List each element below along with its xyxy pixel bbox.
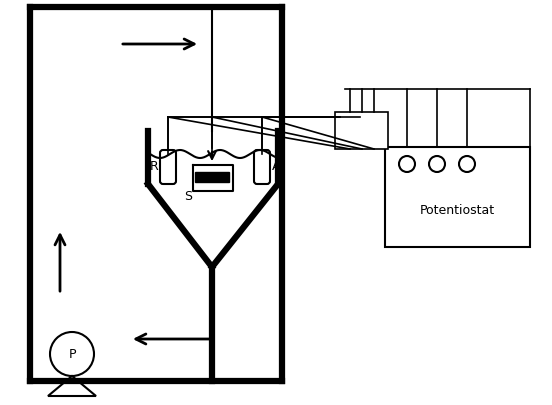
- Bar: [335, 113, 388, 149]
- Polygon shape: [48, 376, 96, 396]
- Circle shape: [50, 332, 94, 376]
- FancyBboxPatch shape: [160, 151, 176, 185]
- Circle shape: [399, 157, 415, 173]
- Circle shape: [429, 157, 445, 173]
- Text: P: P: [68, 347, 76, 360]
- Bar: [195, 173, 229, 183]
- Text: Potentiostat: Potentiostat: [420, 203, 495, 216]
- FancyBboxPatch shape: [254, 151, 270, 185]
- Bar: [385, 148, 530, 247]
- Text: R: R: [150, 159, 158, 172]
- Text: S: S: [184, 190, 192, 203]
- Circle shape: [459, 157, 475, 173]
- Text: A: A: [272, 159, 280, 172]
